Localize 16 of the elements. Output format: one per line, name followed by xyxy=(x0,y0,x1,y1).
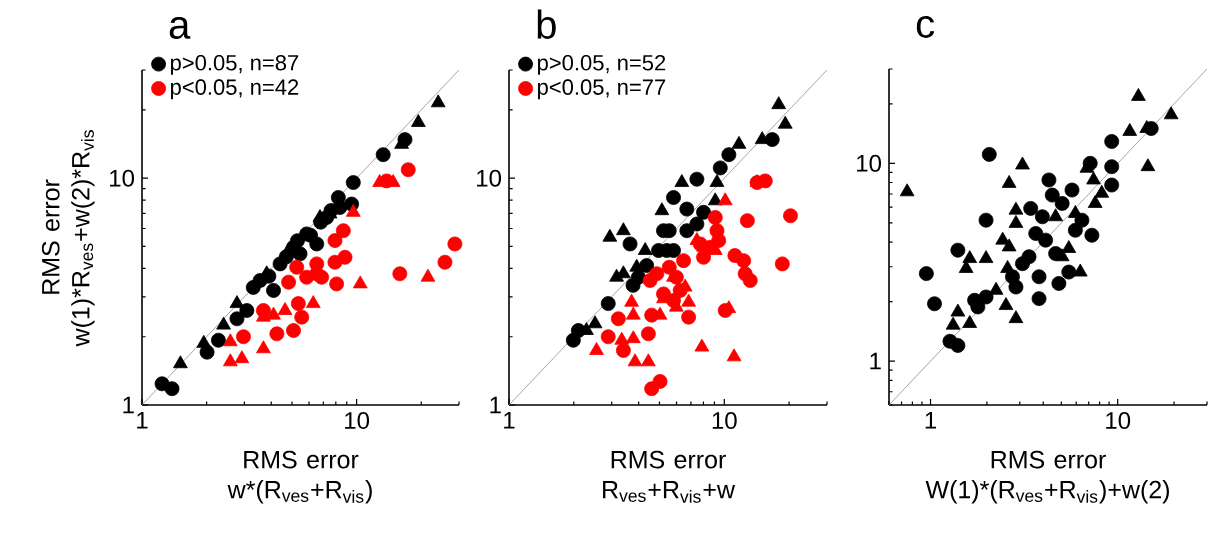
x-tick-label: 1 xyxy=(925,412,937,429)
legend-label: p<0.05, n=77 xyxy=(538,79,666,100)
x-axis-title: RMS error W(1)*(R$_{ves}$+R$_{vis}$)+w(2) xyxy=(925,450,1169,504)
x-tick-label: 10 xyxy=(345,412,370,430)
x-axis-title: RMS error w*(R$_{ves}$+R$_{vis}$) xyxy=(227,450,372,504)
legend-label: p<0.05, n=42 xyxy=(170,79,299,100)
x-tick-label: 10 xyxy=(712,412,737,430)
chart-title: a xyxy=(169,17,191,39)
chart-title: b xyxy=(537,9,556,39)
x-tick-label: 10 xyxy=(1106,412,1131,430)
x-tick-label: 1 xyxy=(504,412,515,429)
legend-label: p>0.05, n=87 xyxy=(170,54,299,75)
x-axis-title: RMS error R$_{ves}$+R$_{vis}$+w xyxy=(603,450,736,503)
legend-label: p>0.05, n=52 xyxy=(538,54,666,75)
x-tick-label: 1 xyxy=(137,412,148,429)
chart-title: c xyxy=(916,16,935,38)
